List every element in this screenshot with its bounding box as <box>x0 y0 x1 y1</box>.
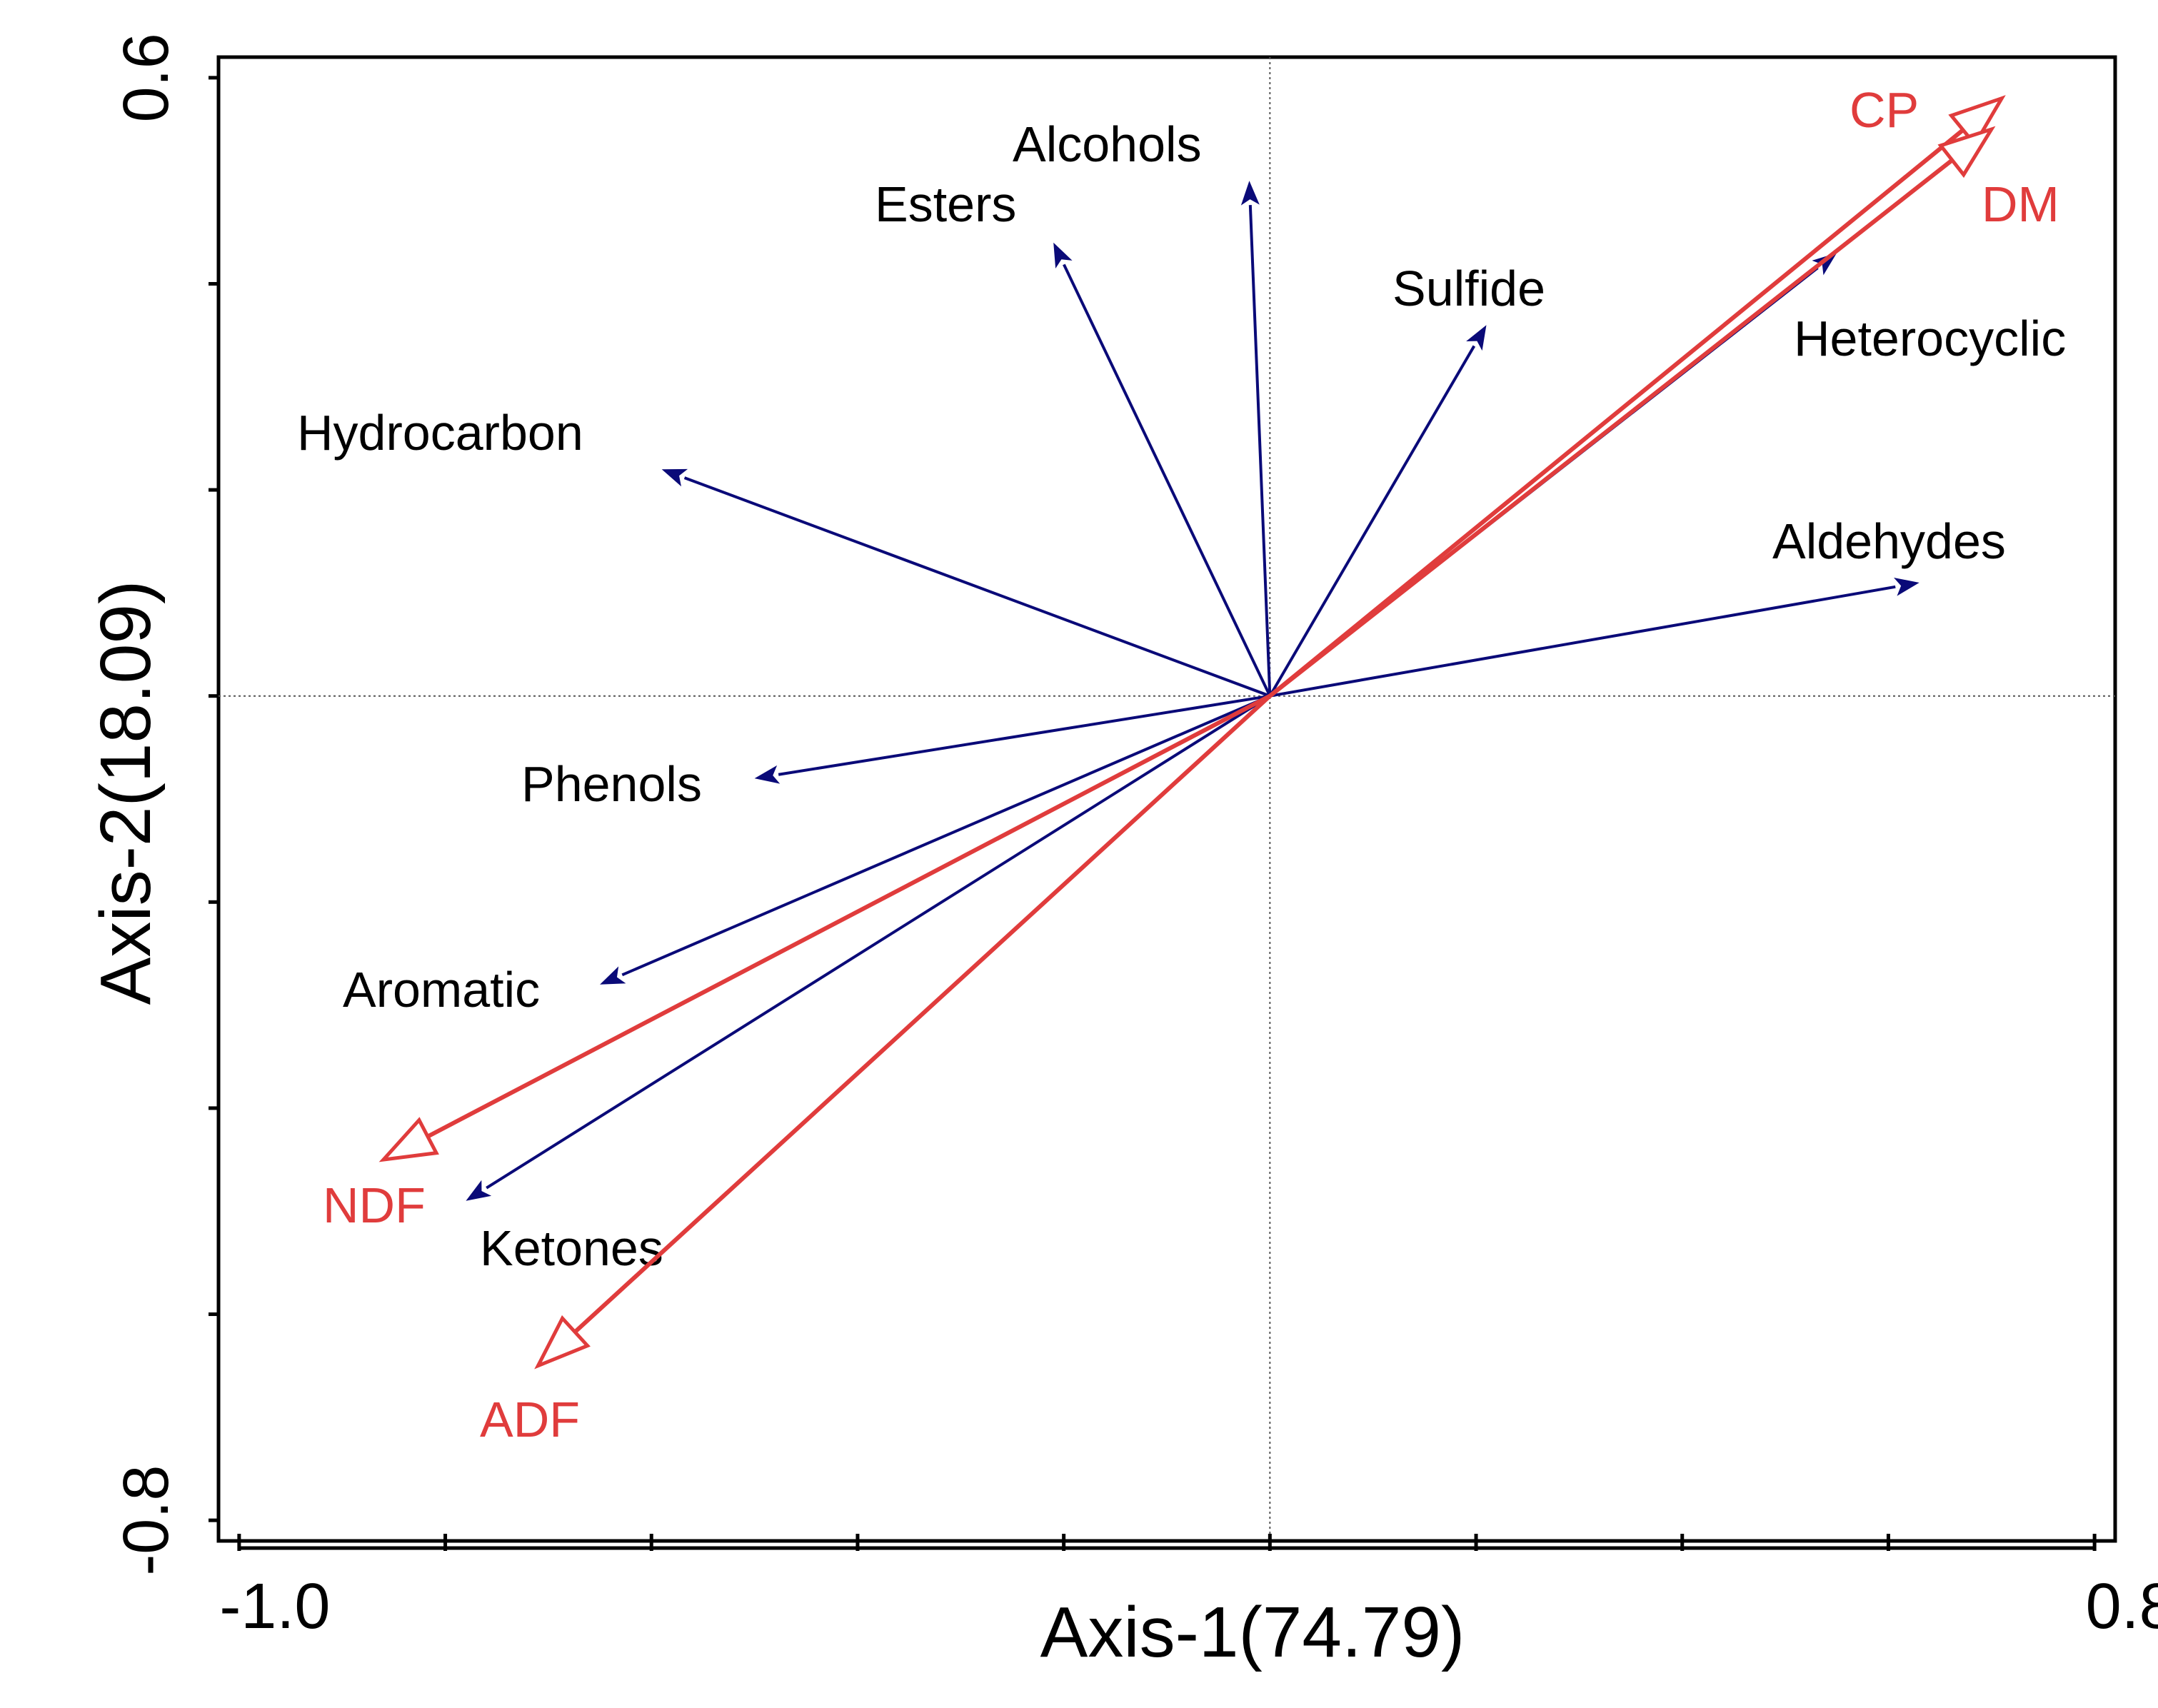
env-label: NDF <box>323 1177 426 1233</box>
species-vector-ketones: Ketones <box>466 695 1271 1276</box>
species-arrow-line <box>1268 345 1476 697</box>
environment-arrows: CP DM NDF ADF <box>323 82 2059 1447</box>
plot-frame <box>216 55 2117 1543</box>
axis-tick-labels: -1.0 0.8 0.6 -0.8 <box>111 33 2158 1642</box>
species-vector-esters: Esters <box>875 176 1272 697</box>
species-vector-hydrocarbon: Hydrocarbon <box>297 405 1271 698</box>
env-arrow-line <box>1268 128 1964 698</box>
species-arrow-line <box>486 695 1271 1190</box>
x-tick-label: 0.8 <box>2086 1571 2158 1642</box>
species-arrow-head <box>466 1180 492 1201</box>
species-vector-phenols: Phenols <box>521 694 1270 812</box>
species-arrow-line <box>1270 585 1896 698</box>
species-vector-aldehydes: Aldehydes <box>1270 513 2006 698</box>
species-arrow-line <box>1063 263 1272 697</box>
reference-lines <box>219 57 2115 1541</box>
env-arrow-head <box>378 1117 439 1162</box>
env-label: ADF <box>480 1392 580 1447</box>
axis-ticks <box>209 76 2097 1551</box>
species-arrow-head <box>754 765 781 784</box>
x-tick-label: -1.0 <box>219 1571 330 1642</box>
species-arrow-head <box>1053 242 1073 269</box>
species-label: Sulfide <box>1392 261 1545 316</box>
species-arrow-head <box>1466 325 1487 351</box>
species-label: Aromatic <box>343 962 540 1018</box>
species-arrow-head <box>1894 577 1919 596</box>
env-vector-cp: CP <box>1268 82 2006 698</box>
species-label: Hydrocarbon <box>297 405 583 461</box>
species-label: Aldehydes <box>1772 513 2006 569</box>
env-arrow-head <box>1948 95 2006 148</box>
species-arrow-line <box>683 476 1271 698</box>
env-label: DM <box>1982 176 2059 232</box>
species-arrow-head <box>661 468 688 487</box>
env-label: CP <box>1850 82 1919 138</box>
env-arrow-line <box>426 694 1271 1139</box>
env-arrow-head <box>534 1315 591 1370</box>
env-arrow-head <box>1937 126 1996 179</box>
species-arrow-head <box>1240 181 1260 206</box>
species-label: Heterocyclic <box>1794 311 2066 366</box>
species-vector-aromatic: Aromatic <box>343 694 1271 1018</box>
species-arrow-line <box>1248 205 1272 696</box>
species-arrow-head <box>600 966 626 985</box>
species-arrow-line <box>621 694 1271 977</box>
species-vector-alcohols: Alcohols <box>1013 116 1272 696</box>
y-axis-title: Axis-2(18.09) <box>86 581 166 1005</box>
y-tick-label: 0.6 <box>111 33 182 122</box>
species-label: Esters <box>875 176 1016 232</box>
y-tick-label: -0.8 <box>111 1465 182 1576</box>
species-vector-heterocyclic: Heterocyclic <box>1269 253 2066 698</box>
env-vector-adf: ADF <box>480 694 1272 1447</box>
species-label: Ketones <box>480 1220 663 1276</box>
species-arrow-line <box>778 694 1270 776</box>
species-label: Alcohols <box>1013 116 1202 172</box>
species-label: Phenols <box>521 756 702 812</box>
env-arrow-line <box>573 694 1272 1334</box>
env-vector-dm: DM <box>1268 126 2059 698</box>
env-vector-ndf: NDF <box>323 694 1271 1233</box>
species-vector-sulfide: Sulfide <box>1268 261 1545 697</box>
env-arrow-line <box>1268 158 1954 698</box>
species-arrow-head <box>1812 253 1837 276</box>
x-axis-title: Axis-1(74.79) <box>1040 1592 1465 1672</box>
